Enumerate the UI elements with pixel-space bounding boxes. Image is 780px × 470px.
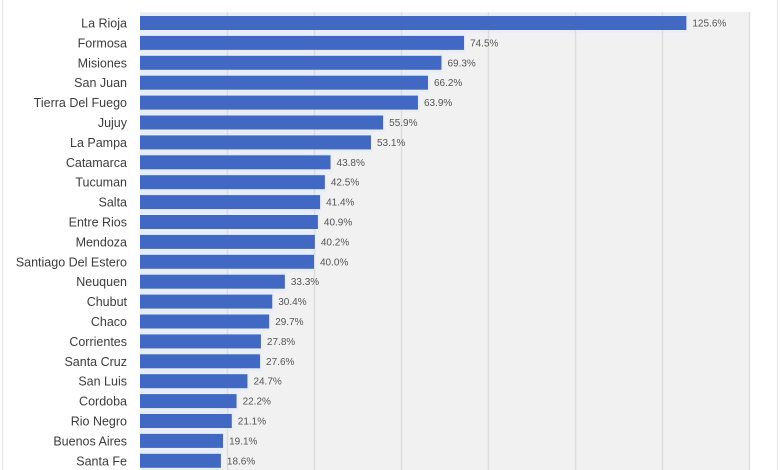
bar bbox=[140, 294, 273, 309]
value-label: 40.9% bbox=[324, 218, 352, 229]
value-label: 125.6% bbox=[692, 19, 726, 30]
value-label: 22.2% bbox=[243, 397, 271, 408]
category-label: Jujuy bbox=[98, 116, 128, 130]
bar bbox=[140, 155, 331, 170]
value-label: 55.9% bbox=[389, 118, 417, 129]
value-label: 33.3% bbox=[291, 277, 319, 288]
frame-border-left bbox=[2, 0, 3, 470]
category-label: Formosa bbox=[78, 36, 127, 50]
bar bbox=[140, 334, 261, 349]
value-label: 53.1% bbox=[377, 138, 405, 149]
value-label: 27.6% bbox=[266, 357, 294, 368]
bar bbox=[140, 115, 384, 130]
category-labels: La Rioja Formosa Misiones San Juan Tierra De… bbox=[16, 17, 128, 469]
category-label: San Luis bbox=[78, 375, 127, 389]
value-label: 24.7% bbox=[253, 377, 281, 388]
bar bbox=[140, 433, 224, 448]
category-label: Rio Negro bbox=[71, 415, 127, 429]
category-label: Entre Rios bbox=[69, 216, 127, 230]
bar bbox=[140, 55, 442, 70]
bar bbox=[140, 414, 232, 428]
bar bbox=[140, 254, 314, 269]
category-label: Corrientes bbox=[69, 335, 127, 349]
value-label: 19.1% bbox=[229, 436, 257, 447]
value-label: 18.6% bbox=[227, 456, 255, 467]
category-label: San Juan bbox=[74, 76, 127, 90]
category-label: Santiago Del Estero bbox=[16, 255, 127, 269]
bar bbox=[140, 354, 261, 369]
value-label: 29.7% bbox=[275, 317, 303, 328]
category-label: Neuquen bbox=[76, 275, 127, 289]
category-label: Tierra Del Fuego bbox=[34, 96, 127, 110]
category-label: Santa Fe bbox=[76, 454, 127, 468]
value-label: 43.8% bbox=[337, 158, 365, 169]
category-label: Salta bbox=[99, 196, 128, 210]
frame-border-right bbox=[777, 0, 778, 470]
value-label: 40.0% bbox=[320, 257, 348, 268]
bar bbox=[140, 374, 248, 389]
bar bbox=[140, 175, 325, 190]
bar bbox=[140, 95, 418, 110]
bar bbox=[140, 75, 428, 90]
bar bbox=[140, 135, 371, 150]
value-label: 27.8% bbox=[267, 337, 295, 348]
category-label: Buenos Aires bbox=[53, 434, 127, 448]
value-label: 69.3% bbox=[447, 58, 475, 69]
value-label: 63.9% bbox=[424, 98, 452, 109]
value-label: 40.2% bbox=[321, 237, 349, 248]
bar bbox=[140, 394, 237, 409]
bars bbox=[140, 16, 687, 468]
value-label: 41.4% bbox=[326, 198, 354, 209]
bar bbox=[140, 35, 465, 50]
bar bbox=[140, 16, 687, 30]
bar bbox=[140, 274, 285, 289]
category-label: Misiones bbox=[78, 56, 127, 70]
value-label: 30.4% bbox=[278, 297, 306, 308]
value-label: 21.1% bbox=[238, 417, 266, 428]
bar bbox=[140, 234, 315, 249]
category-label: Tucuman bbox=[75, 176, 127, 190]
category-label: Chubut bbox=[87, 295, 128, 309]
category-label: Chaco bbox=[91, 315, 127, 329]
value-label: 66.2% bbox=[434, 78, 462, 89]
category-label: La Pampa bbox=[70, 136, 127, 150]
category-label: Santa Cruz bbox=[64, 355, 127, 369]
bar bbox=[140, 195, 321, 210]
category-label: La Rioja bbox=[81, 17, 127, 31]
value-label: 42.5% bbox=[331, 178, 359, 189]
value-label: 74.5% bbox=[470, 38, 498, 49]
bar bbox=[140, 314, 270, 329]
value-labels: 125.6% 74.5% 69.3% 66.2% 63.9% 55.9% 53.1% 43.8… bbox=[227, 19, 726, 468]
category-label: Mendoza bbox=[76, 235, 127, 249]
category-label: Catamarca bbox=[66, 156, 127, 170]
category-label: Cordoba bbox=[79, 395, 127, 409]
gridlines bbox=[226, 12, 751, 470]
bar bbox=[140, 453, 221, 468]
bar bbox=[140, 215, 318, 229]
